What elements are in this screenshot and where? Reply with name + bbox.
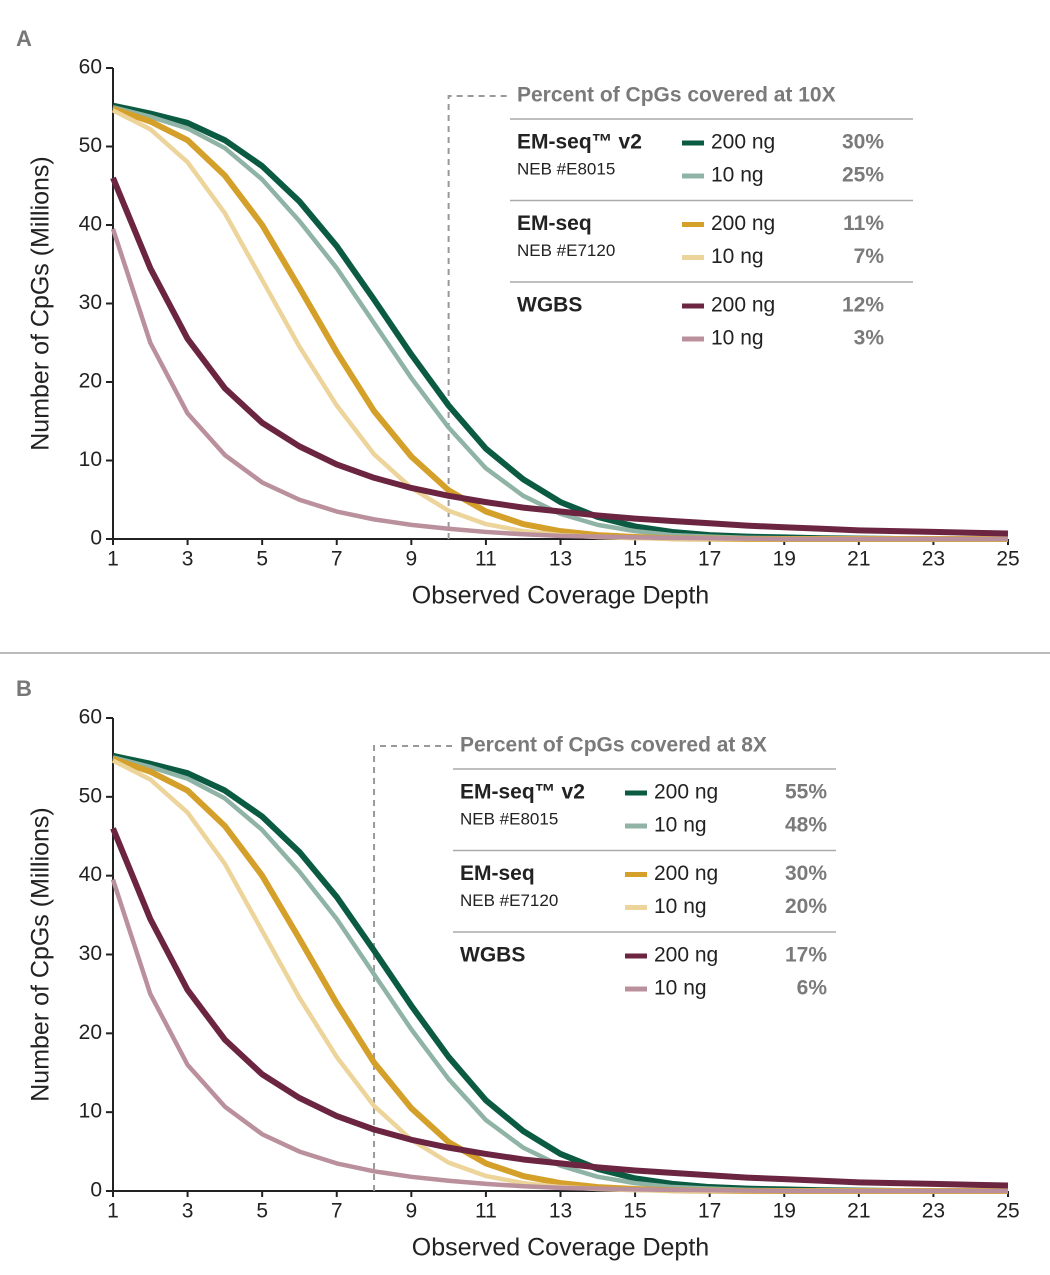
- x-tick-label: 7: [331, 1200, 343, 1223]
- legend-coverage: 11%: [843, 212, 884, 235]
- legend-coverage: 20%: [785, 895, 827, 918]
- series-line: [112, 756, 1008, 1194]
- x-tick-label: 3: [182, 1200, 194, 1223]
- legend-coverage: 30%: [842, 131, 884, 154]
- series-line: [110, 176, 1009, 537]
- legend-coverage: 7%: [854, 245, 885, 268]
- legend-title: Percent of CpGs covered at 8X: [460, 734, 767, 757]
- x-tick-label: 7: [331, 548, 343, 571]
- legend-coverage: 12%: [842, 294, 884, 317]
- y-tick-label: 0: [90, 1179, 102, 1202]
- x-tick-label: 15: [623, 1200, 646, 1223]
- y-tick-label: 0: [90, 527, 102, 550]
- legend-group: WGBS: [517, 294, 582, 317]
- y-tick-label: 50: [79, 134, 102, 157]
- x-tick-label: 19: [773, 548, 796, 571]
- x-tick-label: 21: [847, 1200, 870, 1223]
- x-tick-label: 23: [922, 1200, 945, 1223]
- x-tick-label: 1: [107, 1200, 119, 1223]
- legend-label: 200 ng: [654, 781, 718, 804]
- x-tick-label: 13: [549, 1200, 572, 1223]
- legend-label: 10 ng: [654, 814, 707, 837]
- legend-coverage: 48%: [785, 814, 827, 837]
- x-tick-label: 17: [698, 1200, 721, 1223]
- legend-title: Percent of CpGs covered at 10X: [517, 84, 836, 107]
- x-tick-label: 15: [623, 548, 646, 571]
- legend-label: 10 ng: [654, 895, 707, 918]
- x-tick-label: 3: [182, 548, 194, 571]
- x-tick-label: 9: [405, 548, 417, 571]
- y-tick-label: 40: [79, 863, 102, 886]
- y-axis-label: Number of CpGs (Millions): [27, 156, 55, 451]
- x-tick-label: 1: [107, 548, 119, 571]
- y-axis-label: Number of CpGs (Millions): [27, 807, 55, 1102]
- y-tick-label: 60: [79, 706, 102, 729]
- legend-coverage: 17%: [785, 944, 827, 967]
- legend-group: WGBS: [460, 944, 525, 967]
- y-tick-label: 20: [79, 1021, 102, 1044]
- legend-catalog: NEB #E7120: [517, 241, 615, 260]
- y-tick-label: 60: [79, 56, 102, 79]
- series-line: [110, 228, 1008, 542]
- y-tick-label: 20: [79, 370, 102, 393]
- x-tick-label: 23: [922, 548, 945, 571]
- x-tick-label: 21: [847, 548, 870, 571]
- legend-group: EM-seq™ v2: [460, 781, 585, 804]
- legend-label: 200 ng: [711, 212, 775, 235]
- x-tick-label: 19: [773, 1200, 796, 1223]
- legend-label: 200 ng: [711, 294, 775, 317]
- series-line: [110, 878, 1008, 1194]
- x-tick-label: 11: [475, 1200, 497, 1223]
- x-tick-label: 13: [549, 548, 572, 571]
- x-tick-label: 11: [475, 548, 497, 571]
- legend-label: 10 ng: [711, 327, 764, 350]
- legend-catalog: NEB #E7120: [460, 891, 558, 910]
- legend-label: 200 ng: [711, 131, 775, 154]
- y-tick-label: 30: [79, 942, 102, 965]
- legend-catalog: NEB #E8015: [460, 809, 558, 828]
- x-tick-label: 9: [405, 1200, 417, 1223]
- threshold-line: [447, 95, 510, 539]
- legend-coverage: 55%: [785, 781, 827, 804]
- legend-label: 10 ng: [711, 245, 764, 268]
- y-tick-label: 30: [79, 291, 102, 314]
- series-line: [111, 758, 1008, 1194]
- y-tick-label: 10: [79, 1100, 102, 1123]
- legend-group: EM-seq: [460, 862, 535, 885]
- y-tick-label: 40: [79, 213, 102, 236]
- y-tick-label: 10: [79, 448, 102, 471]
- legend-label: 10 ng: [711, 164, 764, 187]
- threshold-line: [373, 745, 453, 1191]
- x-tick-label: 5: [256, 1200, 268, 1223]
- x-axis-label: Observed Coverage Depth: [412, 1234, 709, 1262]
- y-tick-label: 50: [79, 784, 102, 807]
- panel-label: B: [16, 676, 32, 701]
- x-tick-label: 25: [996, 548, 1019, 571]
- legend-coverage: 30%: [785, 862, 827, 885]
- x-axis-label: Observed Coverage Depth: [412, 582, 709, 610]
- legend-label: 200 ng: [654, 944, 718, 967]
- x-tick-label: 5: [256, 548, 268, 571]
- legend-coverage: 6%: [797, 977, 828, 1000]
- legend-coverage: 25%: [842, 164, 884, 187]
- series-line: [110, 827, 1009, 1189]
- legend-label: 10 ng: [654, 977, 707, 1000]
- legend-coverage: 3%: [854, 327, 885, 350]
- legend-label: 200 ng: [654, 862, 718, 885]
- legend-group: EM-seq: [517, 212, 592, 235]
- legend-group: EM-seq™ v2: [517, 131, 642, 154]
- legend-catalog: NEB #E8015: [517, 159, 615, 178]
- panel-label: A: [16, 26, 32, 51]
- x-tick-label: 25: [996, 1200, 1019, 1223]
- x-tick-label: 17: [698, 548, 721, 571]
